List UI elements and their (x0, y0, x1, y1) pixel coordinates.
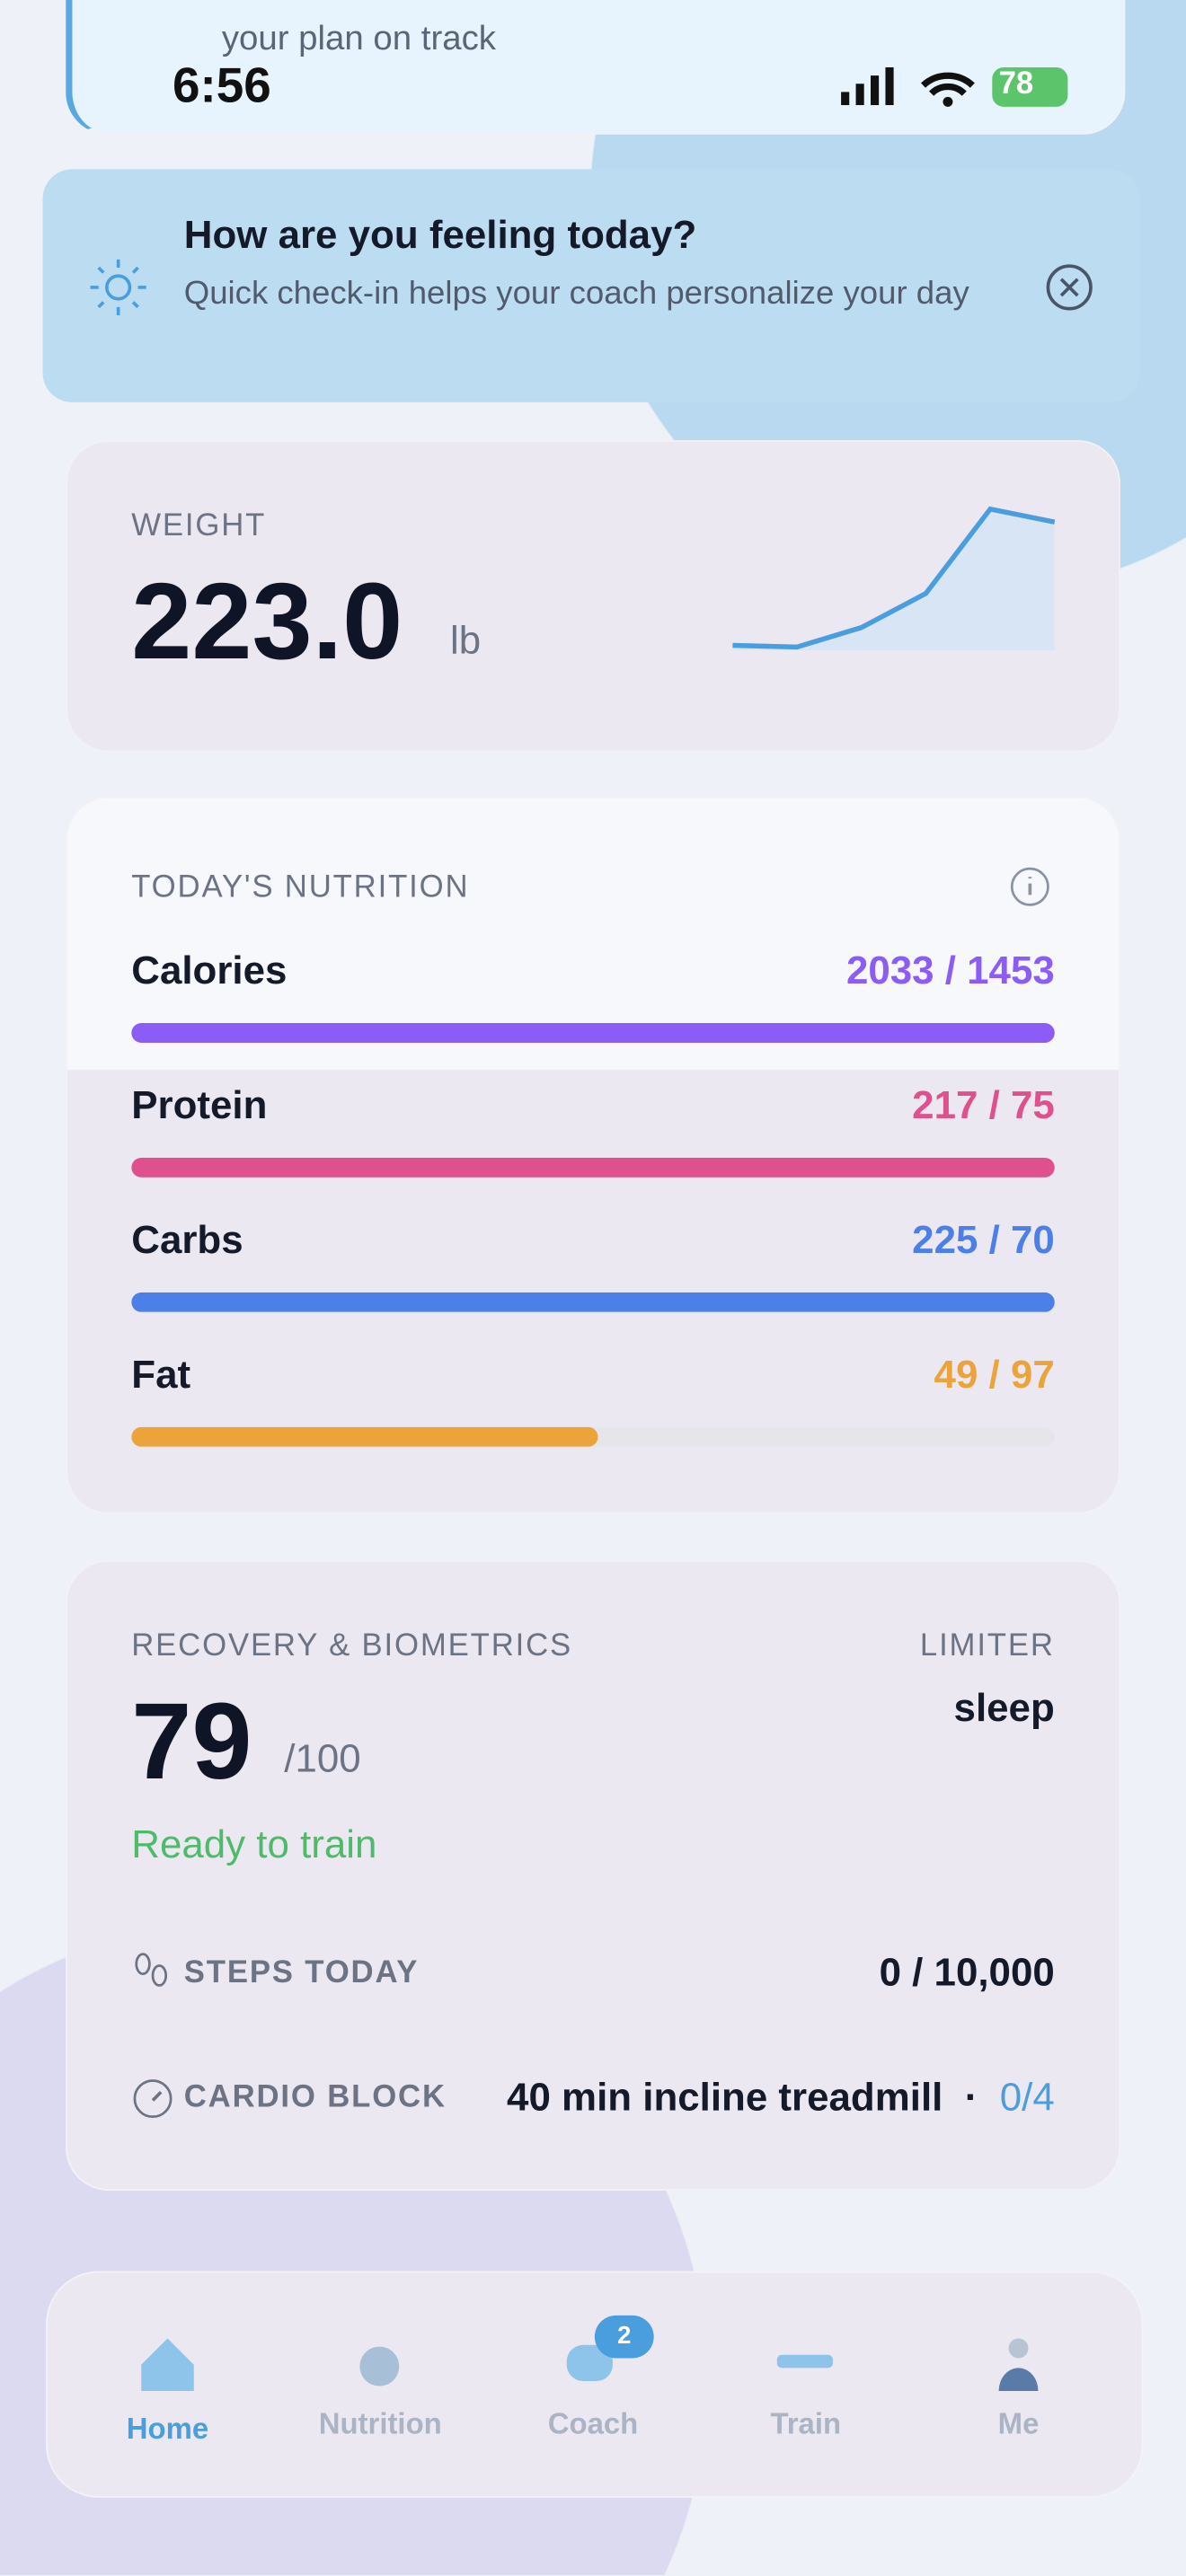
nutrient-value: 225 / 70 (912, 1218, 1055, 1263)
cardio-line: 40 min incline treadmill · 0/4 (507, 2076, 1055, 2122)
tab-bar (46, 2271, 1144, 2498)
nutrient-name: Calories (131, 948, 288, 994)
tab-label[interactable]: Me (997, 2407, 1040, 2440)
score-max: /100 (284, 1737, 361, 1782)
battery: 78 (998, 66, 1034, 102)
progress-track (131, 1157, 1055, 1178)
nutrient-name: Fat (131, 1353, 191, 1398)
limiter-label: LIMITER (919, 1628, 1055, 1664)
sun-icon (90, 259, 146, 316)
steps-icon (135, 1953, 168, 1987)
checkin-title: How are you feeling today? (183, 213, 697, 259)
nutrition-card (66, 796, 1120, 1514)
nutrient-name: Protein (131, 1083, 268, 1129)
tab-label[interactable]: Coach (547, 2407, 639, 2440)
weight-label: WEIGHT (131, 508, 267, 544)
checkin-banner (42, 169, 1140, 402)
tab-icons (141, 2338, 1039, 2392)
cardio-label: CARDIO BLOCK (183, 2080, 447, 2115)
cardio-progress: 0/4 (999, 2075, 1055, 2121)
progress-track (131, 1023, 1055, 1043)
separator: · (964, 2075, 978, 2121)
close-button[interactable] (1043, 261, 1096, 314)
recovery-status: Ready to train (131, 1822, 377, 1867)
progress-fill (131, 1292, 1055, 1312)
steps: 0 / 10,000 (879, 1951, 1055, 1996)
nutrient-value: 2033 / 1453 (845, 948, 1055, 994)
coach-badge: 2 (594, 2315, 654, 2359)
time: 6:56 (172, 58, 271, 114)
checkin-subtitle: Quick check-in helps your coach personal… (183, 276, 969, 313)
recovery-title: RECOVERY & BIOMETRICS (131, 1628, 573, 1664)
top-card (66, 0, 1126, 135)
progress-fill (131, 1157, 1055, 1178)
sparkline-area (732, 508, 1055, 651)
weight-unit: lb (449, 619, 482, 664)
weight-sparkline (732, 506, 1056, 651)
status-icons (841, 66, 1068, 107)
tab-label[interactable]: Home (126, 2412, 209, 2446)
cardio: 40 min incline treadmill (507, 2075, 943, 2121)
limiter: sleep (953, 1686, 1055, 1732)
progress-track (131, 1426, 1055, 1447)
top-card-text: your plan on track (221, 19, 497, 57)
sparkline (732, 506, 1056, 650)
recovery-card (66, 1559, 1120, 2191)
nutrient-name: Carbs (131, 1218, 243, 1263)
cardio-icon (133, 2079, 173, 2119)
steps-label: STEPS TODAY (183, 1955, 420, 1990)
nutrient-value: 49 / 97 (934, 1353, 1055, 1398)
tab-label[interactable]: Train (770, 2407, 842, 2440)
nutrition-title: TODAY'S NUTRITION (131, 869, 470, 905)
progress-fill (131, 1023, 1055, 1043)
info-icon[interactable] (1009, 866, 1052, 909)
nutrient-value: 217 / 75 (912, 1083, 1055, 1129)
weight-value: 223.0 (131, 560, 403, 682)
progress-track (131, 1292, 1055, 1312)
progress-fill (131, 1426, 598, 1447)
recovery-score: 79 (131, 1680, 252, 1802)
tab-label[interactable]: Nutrition (318, 2407, 442, 2440)
